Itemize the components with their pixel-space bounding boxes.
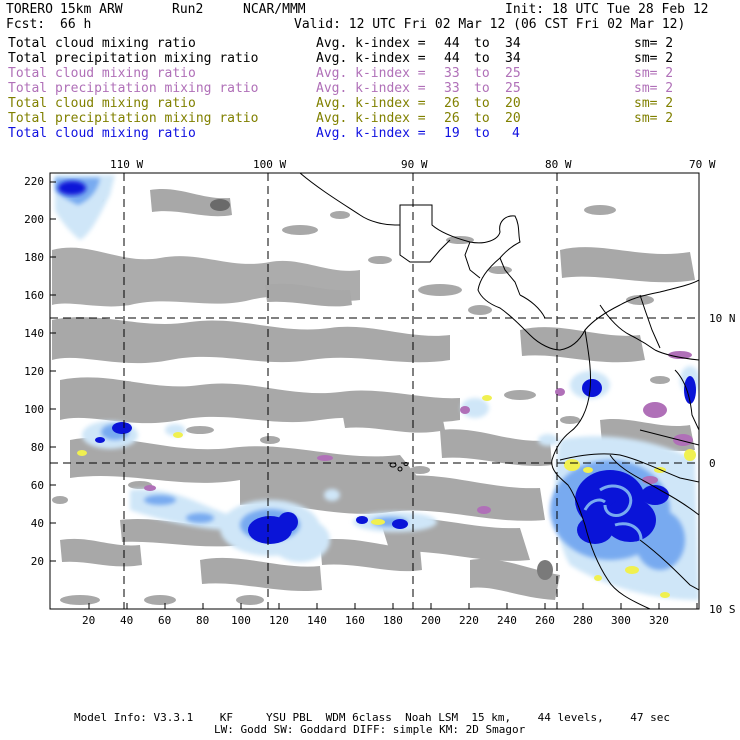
legend-from: 26 [444,111,460,126]
legend-sm: sm= 2 [634,36,674,51]
lon-label: 80 W [545,158,572,171]
x-tick-label: 320 [649,614,669,627]
legend-from: 44 [444,51,460,66]
model-resolution: 15km ARW [60,2,123,17]
legend-field: Total precipitation mixing ratio [8,81,259,96]
plot-frame [49,172,700,610]
legend-sm: sm= 2 [634,111,674,126]
valid-time: Valid: 12 UTC Fri 02 Mar 12 (06 CST Fri … [294,17,686,32]
lon-label: 90 W [401,158,428,171]
y-tick-label: 40 [30,517,44,530]
legend-kindex: Avg. k-index = [316,36,426,51]
legend-to-word: to [474,81,490,96]
legend-field: Total cloud mixing ratio [8,66,196,81]
legend-sm: sm= 2 [634,96,674,111]
legend-to: 25 [505,81,521,96]
fcst-label: Fcst: [6,17,46,32]
model-physics: LW: Godd SW: Goddard DIFF: simple KM: 2D… [214,723,526,736]
legend-kindex: Avg. k-index = [316,81,426,96]
legend-from: 26 [444,96,460,111]
legend-field: Total cloud mixing ratio [8,36,196,51]
lat-label: 10 S [709,603,736,616]
lon-label: 70 W [689,158,716,171]
legend-sm: sm= 2 [634,81,674,96]
x-tick-label: 260 [535,614,555,627]
model-name: TORERO [6,2,53,17]
legend-to: 34 [505,51,521,66]
x-tick-label: 100 [231,614,251,627]
y-tick-label: 120 [24,365,44,378]
y-tick-label: 20 [30,555,44,568]
org-label: NCAR/MMM [243,2,306,17]
x-tick-label: 300 [611,614,631,627]
run-label: Run2 [172,2,204,17]
x-tick-label: 180 [383,614,403,627]
init-time: Init: 18 UTC Tue 28 Feb 12 [505,2,709,17]
y-tick-label: 60 [30,479,44,492]
legend-kindex: Avg. k-index = [316,51,426,66]
legend-to: 4 [512,126,520,141]
x-tick-label: 40 [120,614,134,627]
x-tick-label: 280 [573,614,593,627]
legend-sm: sm= 2 [634,51,674,66]
y-tick-label: 80 [30,441,44,454]
x-tick-label: 20 [82,614,96,627]
legend-field: Total cloud mixing ratio [8,96,196,111]
precip-field-purple [144,351,693,514]
legend-kindex: Avg. k-index = [316,66,426,81]
legend-field: Total cloud mixing ratio [8,126,196,141]
y-tick-label: 220 [24,175,44,188]
y-tick-label: 160 [24,289,44,302]
legend-kindex: Avg. k-index = [316,126,426,141]
x-tick-label: 200 [421,614,441,627]
x-tick-label: 80 [196,614,210,627]
legend-field: Total precipitation mixing ratio [8,51,259,66]
legend-sm: sm= 2 [634,66,674,81]
lat-label: 0 [709,457,716,470]
lon-label: 100 W [253,158,287,171]
y-tick-label: 180 [24,251,44,264]
legend-to: 34 [505,36,521,51]
cloud-speckles-gray [52,195,670,605]
fcst-value: 66 h [60,17,92,32]
legend-to-word: to [474,36,490,51]
legend-field: Total precipitation mixing ratio [8,111,259,126]
legend-to: 25 [505,66,521,81]
x-tick-label: 140 [307,614,327,627]
x-tick-label: 120 [269,614,289,627]
model-info: Model Info: V3.3.1 KF YSU PBL WDM 6class… [74,711,671,724]
x-tick-label: 220 [459,614,479,627]
y-tick-label: 200 [24,213,44,226]
legend-to-word: to [474,51,490,66]
x-tick-label: 160 [345,614,365,627]
lat-label: 10 N [709,312,736,325]
legend-to: 20 [505,96,521,111]
x-tick-label: 240 [497,614,517,627]
y-tick-label: 140 [24,327,44,340]
legend-from: 33 [444,66,460,81]
y-tick-label: 100 [24,403,44,416]
legend-from: 44 [444,36,460,51]
x-tick-label: 60 [158,614,172,627]
graticule [50,173,699,609]
legend-to-word: to [474,126,490,141]
cloud-swirl [583,484,643,546]
lon-label: 110 W [110,158,144,171]
legend-to-word: to [474,96,490,111]
legend-from: 19 [444,126,460,141]
legend-from: 33 [444,81,460,96]
cloud-field-gray [52,188,695,600]
legend-kindex: Avg. k-index = [316,111,426,126]
legend-to: 20 [505,111,521,126]
legend-kindex: Avg. k-index = [316,96,426,111]
legend-to-word: to [474,66,490,81]
tick-marks [50,181,698,609]
cloud-field-deep-blue [58,181,696,544]
legend-to-word: to [474,111,490,126]
